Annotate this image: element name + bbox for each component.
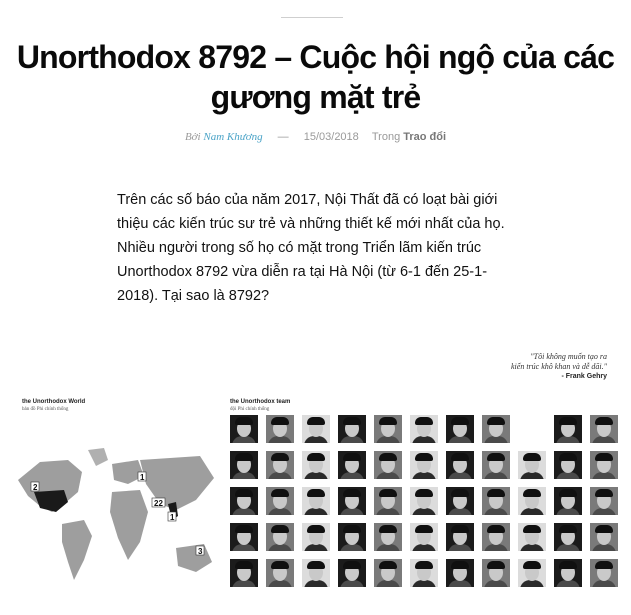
team-member-portrait bbox=[446, 559, 474, 587]
article-title: Unorthodox 8792 – Cuộc hội ngộ của các g… bbox=[16, 39, 615, 115]
team-member-portrait bbox=[518, 451, 546, 479]
category-link[interactable]: Trao đổi bbox=[403, 131, 447, 143]
team-member-portrait bbox=[302, 523, 330, 551]
team-panel-title: the Unorthodox team bbox=[230, 399, 291, 405]
team-member-portrait bbox=[518, 523, 546, 551]
team-member-portrait bbox=[590, 487, 618, 515]
quote-line-1: "Tôi không muốn tạo ra bbox=[530, 352, 607, 361]
australia-shape bbox=[176, 544, 212, 572]
team-member-portrait bbox=[590, 451, 618, 479]
team-member-portrait bbox=[482, 523, 510, 551]
in-label: Trong bbox=[371, 131, 401, 143]
team-member-portrait bbox=[338, 523, 366, 551]
team-member-portrait bbox=[230, 559, 258, 587]
team-member-portrait bbox=[518, 487, 546, 515]
team-member-portrait bbox=[482, 451, 510, 479]
team-member-portrait bbox=[338, 559, 366, 587]
marker-usa: 2 bbox=[33, 483, 38, 492]
team-member-portrait bbox=[482, 487, 510, 515]
lead-paragraph: Trên các số báo của năm 2017, Nội Thất đ… bbox=[117, 192, 505, 304]
team-member-portrait bbox=[446, 415, 474, 443]
team-member-portrait bbox=[446, 487, 474, 515]
team-member-portrait bbox=[266, 487, 294, 515]
team-member-portrait bbox=[590, 523, 618, 551]
team-member-portrait bbox=[374, 415, 402, 443]
team-member-portrait bbox=[374, 559, 402, 587]
by-label: Bởi bbox=[184, 131, 201, 143]
team-member-portrait bbox=[302, 451, 330, 479]
team-member-portrait bbox=[230, 415, 258, 443]
team-member-portrait bbox=[554, 559, 582, 587]
asia-shape bbox=[140, 456, 214, 510]
team-member-portrait bbox=[410, 487, 438, 515]
team-member-portrait bbox=[410, 559, 438, 587]
team-member-portrait bbox=[374, 451, 402, 479]
africa-shape bbox=[110, 490, 148, 560]
map-panel-title: the Unorthodox World bbox=[22, 399, 86, 405]
map-panel-subtitle: bản đồ Phi chính thống bbox=[22, 407, 69, 412]
team-member-portrait bbox=[410, 415, 438, 443]
article-infographic: "Tôi không muốn tạo ra kiến trúc khô kha… bbox=[0, 345, 631, 615]
europe-shape bbox=[112, 460, 144, 484]
team-member-portrait bbox=[374, 523, 402, 551]
marker-vietnam: 22 bbox=[154, 499, 163, 508]
quote-citation: - Frank Gehry bbox=[561, 373, 607, 380]
marker-australia: 3 bbox=[198, 547, 203, 556]
marker-europe: 1 bbox=[140, 473, 145, 482]
team-member-portrait bbox=[590, 559, 618, 587]
meta-separator: — bbox=[277, 131, 289, 143]
team-member-portrait bbox=[266, 559, 294, 587]
team-member-portrait bbox=[554, 487, 582, 515]
team-member-portrait bbox=[338, 451, 366, 479]
team-member-portrait bbox=[446, 523, 474, 551]
team-member-portrait bbox=[266, 523, 294, 551]
south-america-shape bbox=[62, 520, 92, 580]
team-member-portrait bbox=[482, 415, 510, 443]
article-meta: Bởi Nam Khương — 15/03/2018 Trong Trao đ… bbox=[0, 131, 631, 143]
team-member-portrait bbox=[302, 487, 330, 515]
team-member-portrait bbox=[230, 487, 258, 515]
team-member-portrait bbox=[482, 559, 510, 587]
team-member-portrait bbox=[230, 523, 258, 551]
marker-asia: 1 bbox=[170, 513, 175, 522]
team-member-portrait bbox=[554, 451, 582, 479]
team-member-portrait bbox=[266, 415, 294, 443]
team-member-portrait bbox=[554, 523, 582, 551]
usa-highlight-shape bbox=[34, 490, 68, 512]
team-member-portrait bbox=[590, 415, 618, 443]
team-member-portrait bbox=[554, 415, 582, 443]
team-member-portrait bbox=[302, 559, 330, 587]
author-link[interactable]: Nam Khương bbox=[203, 131, 263, 143]
team-portrait-grid bbox=[225, 415, 625, 615]
quote-line-2: kiến trúc khô khan và dễ dãi." bbox=[511, 362, 607, 371]
team-member-portrait bbox=[302, 415, 330, 443]
team-member-portrait bbox=[410, 451, 438, 479]
team-panel-subtitle: đội Phi chính thống bbox=[230, 407, 270, 412]
team-member-portrait bbox=[446, 451, 474, 479]
gehry-quote: "Tôi không muốn tạo ra kiến trúc khô kha… bbox=[407, 352, 607, 382]
post-date: 15/03/2018 bbox=[303, 131, 359, 143]
greenland-shape bbox=[88, 448, 108, 466]
team-member-portrait bbox=[374, 487, 402, 515]
team-member-portrait bbox=[410, 523, 438, 551]
map-markers: 2 1 22 1 3 bbox=[30, 471, 205, 556]
team-member-portrait bbox=[230, 451, 258, 479]
byline: Bởi Nam Khương bbox=[185, 131, 263, 143]
team-member-portrait bbox=[338, 415, 366, 443]
world-map: 2 1 22 1 3 bbox=[18, 448, 214, 580]
top-divider bbox=[281, 17, 343, 18]
team-member-portrait bbox=[518, 559, 546, 587]
team-member-portrait bbox=[338, 487, 366, 515]
team-member-portrait bbox=[266, 451, 294, 479]
